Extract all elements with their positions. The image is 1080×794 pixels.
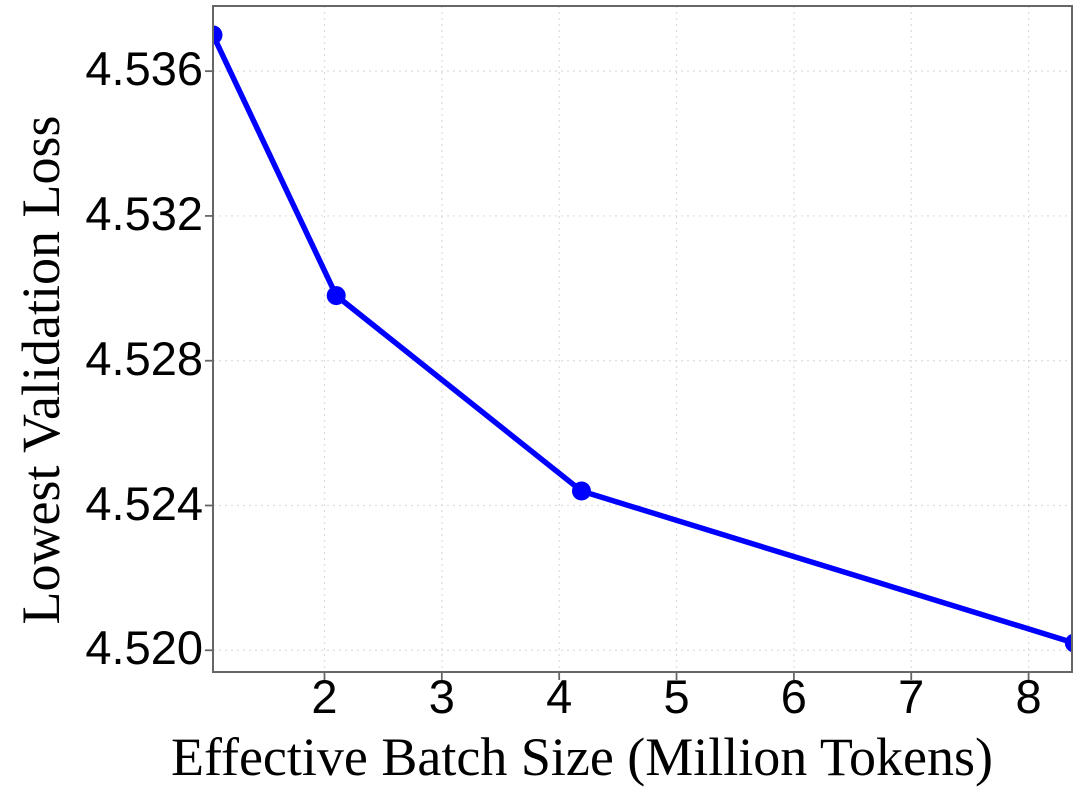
x-axis-label: Effective Batch Size (Million Tokens) bbox=[170, 727, 994, 787]
x-tick-label: 3 bbox=[428, 670, 455, 723]
x-tick-label: 5 bbox=[663, 670, 690, 723]
x-tick-label: 6 bbox=[780, 670, 807, 723]
y-tick-label: 4.532 bbox=[85, 186, 203, 240]
y-axis-label: Lowest Validation Loss bbox=[11, 115, 71, 625]
data-point-marker bbox=[213, 25, 223, 45]
x-tick-label: 8 bbox=[1015, 670, 1042, 723]
data-point-marker bbox=[326, 286, 346, 306]
y-tick-label: 4.528 bbox=[85, 331, 203, 385]
x-tick-label: 2 bbox=[311, 670, 338, 723]
y-tick-label: 4.536 bbox=[85, 42, 203, 96]
y-tick-label: 4.520 bbox=[85, 621, 203, 675]
x-tick-label: 7 bbox=[898, 670, 925, 723]
data-point-marker bbox=[571, 481, 591, 501]
x-tick-label: 4 bbox=[546, 670, 573, 723]
data-point-marker bbox=[1064, 633, 1072, 653]
y-tick-label: 4.524 bbox=[85, 476, 203, 530]
data-line bbox=[213, 33, 1072, 646]
plot-frame bbox=[212, 5, 1073, 673]
